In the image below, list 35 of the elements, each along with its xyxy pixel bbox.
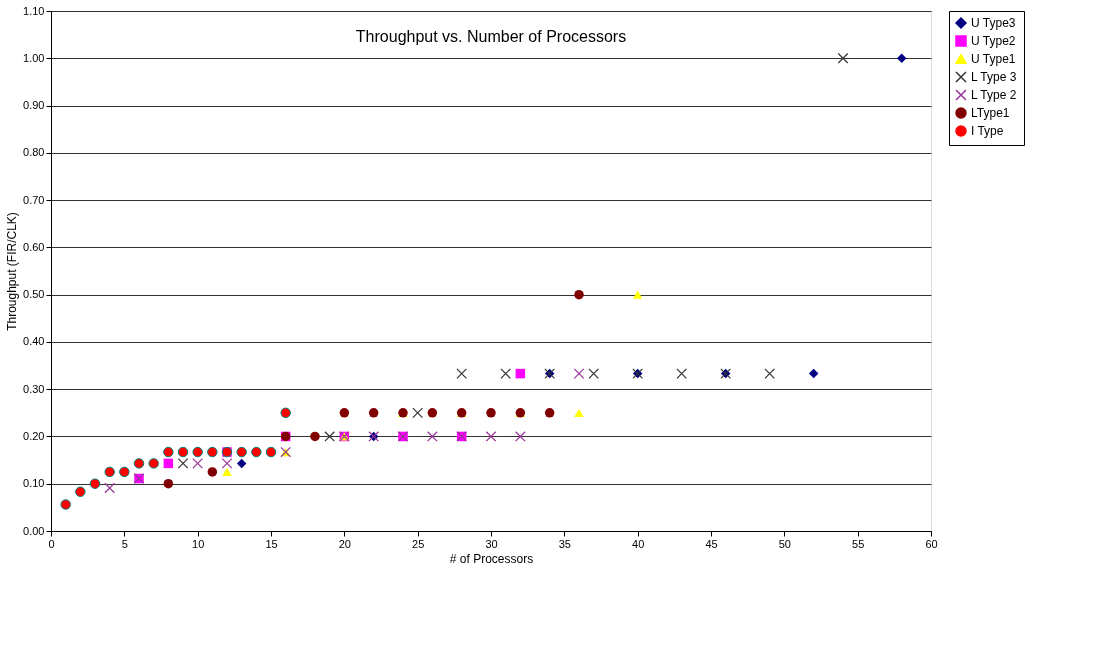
x-tick-label: 15: [265, 537, 278, 550]
y-tick-label: 1.00: [23, 51, 45, 64]
x-tick-label: 35: [558, 537, 571, 550]
y-tick-label: 0.00: [23, 524, 45, 537]
y-tick-label: 0.80: [23, 146, 45, 159]
legend-label: U Type3: [971, 16, 1016, 30]
x-tick-label: 40: [632, 537, 645, 550]
y-tick-label: 0.20: [23, 429, 45, 442]
y-tick-label: 0.30: [23, 382, 45, 395]
legend-label: U Type1: [971, 52, 1016, 66]
y-tick-label: 0.70: [23, 193, 45, 206]
x-tick-label: 0: [48, 537, 55, 550]
y-tick-label: 0.40: [23, 335, 45, 348]
y-tick-label: 0.90: [23, 99, 45, 112]
x-tick-label: 20: [338, 537, 351, 550]
x-tick-label: 60: [925, 537, 938, 550]
x-tick-label: 10: [192, 537, 205, 550]
y-axis-title: Throughput (FIR/CLK): [5, 212, 20, 331]
legend-label: L Type 3: [971, 70, 1017, 84]
y-tick-label: 0.60: [23, 240, 45, 253]
text: Throughput vs. Number of Processors: [355, 28, 627, 45]
x-tick-label: 25: [412, 537, 425, 550]
y-tick-label: 1.10: [23, 4, 45, 17]
x-tick-label: 55: [852, 537, 865, 550]
x-tick-label: 45: [705, 537, 718, 550]
legend-label: I Type: [971, 124, 1004, 138]
y-tick-label: 0.10: [23, 477, 45, 490]
x-axis-title: # of Processors: [449, 551, 534, 566]
x-tick-label: 50: [778, 537, 791, 550]
legend-label: L Type 2: [971, 88, 1017, 102]
y-tick-label: 0.50: [23, 288, 45, 301]
x-tick-label: 30: [485, 537, 498, 550]
x-tick-label: 5: [121, 537, 128, 550]
legend-label: LType1: [971, 106, 1010, 120]
legend-label: U Type2: [971, 34, 1016, 48]
